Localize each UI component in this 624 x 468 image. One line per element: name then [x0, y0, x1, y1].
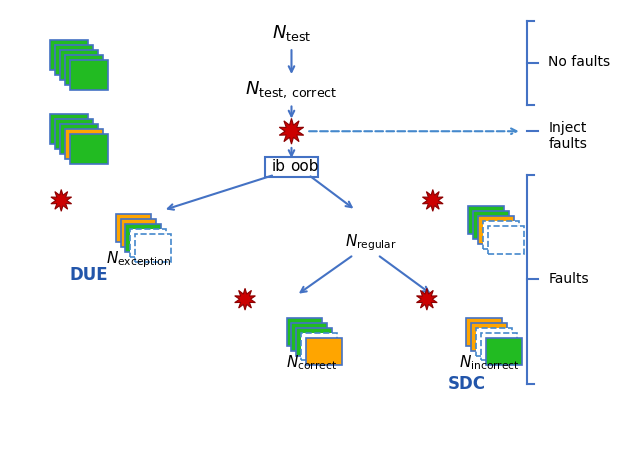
FancyBboxPatch shape — [61, 50, 98, 80]
FancyBboxPatch shape — [70, 134, 108, 164]
FancyBboxPatch shape — [483, 221, 519, 249]
Polygon shape — [235, 288, 255, 310]
FancyBboxPatch shape — [61, 124, 98, 154]
FancyBboxPatch shape — [306, 338, 342, 366]
Polygon shape — [280, 118, 304, 144]
FancyBboxPatch shape — [291, 323, 327, 351]
FancyBboxPatch shape — [56, 45, 93, 75]
FancyBboxPatch shape — [66, 129, 103, 159]
FancyBboxPatch shape — [476, 328, 512, 356]
FancyBboxPatch shape — [471, 323, 507, 351]
Polygon shape — [51, 190, 72, 211]
FancyBboxPatch shape — [286, 318, 322, 346]
FancyBboxPatch shape — [488, 226, 524, 254]
Text: $N_{\mathrm{exception}}$: $N_{\mathrm{exception}}$ — [106, 249, 171, 270]
FancyBboxPatch shape — [120, 219, 156, 247]
FancyBboxPatch shape — [466, 318, 502, 346]
Circle shape — [242, 296, 248, 302]
Text: $N_{\mathrm{correct}}$: $N_{\mathrm{correct}}$ — [286, 353, 337, 372]
FancyBboxPatch shape — [66, 55, 103, 85]
Circle shape — [288, 128, 295, 135]
Text: DUE: DUE — [70, 266, 108, 285]
Text: Inject
faults: Inject faults — [548, 121, 587, 151]
Text: SDC: SDC — [447, 375, 485, 393]
FancyBboxPatch shape — [301, 333, 337, 360]
FancyBboxPatch shape — [478, 216, 514, 244]
Text: $N_{\mathrm{test,\,correct}}$: $N_{\mathrm{test,\,correct}}$ — [245, 80, 338, 100]
FancyBboxPatch shape — [296, 328, 332, 356]
Text: ib: ib — [271, 159, 286, 174]
FancyBboxPatch shape — [130, 229, 166, 257]
FancyBboxPatch shape — [70, 60, 108, 90]
Text: No faults: No faults — [548, 55, 610, 69]
Text: $N_{\mathrm{test}}$: $N_{\mathrm{test}}$ — [272, 23, 311, 44]
Text: oob: oob — [290, 159, 319, 174]
FancyBboxPatch shape — [486, 338, 522, 366]
FancyBboxPatch shape — [115, 214, 151, 242]
Circle shape — [58, 197, 64, 204]
FancyBboxPatch shape — [51, 115, 88, 144]
FancyBboxPatch shape — [469, 206, 504, 234]
Text: Faults: Faults — [548, 272, 589, 286]
Text: $N_{\mathrm{incorrect}}$: $N_{\mathrm{incorrect}}$ — [459, 353, 519, 372]
FancyBboxPatch shape — [265, 157, 318, 177]
FancyBboxPatch shape — [56, 119, 93, 149]
FancyBboxPatch shape — [473, 211, 509, 239]
FancyBboxPatch shape — [135, 234, 171, 262]
FancyBboxPatch shape — [51, 40, 88, 70]
Circle shape — [424, 296, 430, 302]
Circle shape — [430, 197, 436, 204]
FancyBboxPatch shape — [481, 333, 517, 360]
Polygon shape — [422, 190, 443, 211]
Text: $N_{\mathrm{regular}}$: $N_{\mathrm{regular}}$ — [344, 233, 396, 253]
Polygon shape — [416, 288, 437, 310]
FancyBboxPatch shape — [125, 224, 161, 252]
